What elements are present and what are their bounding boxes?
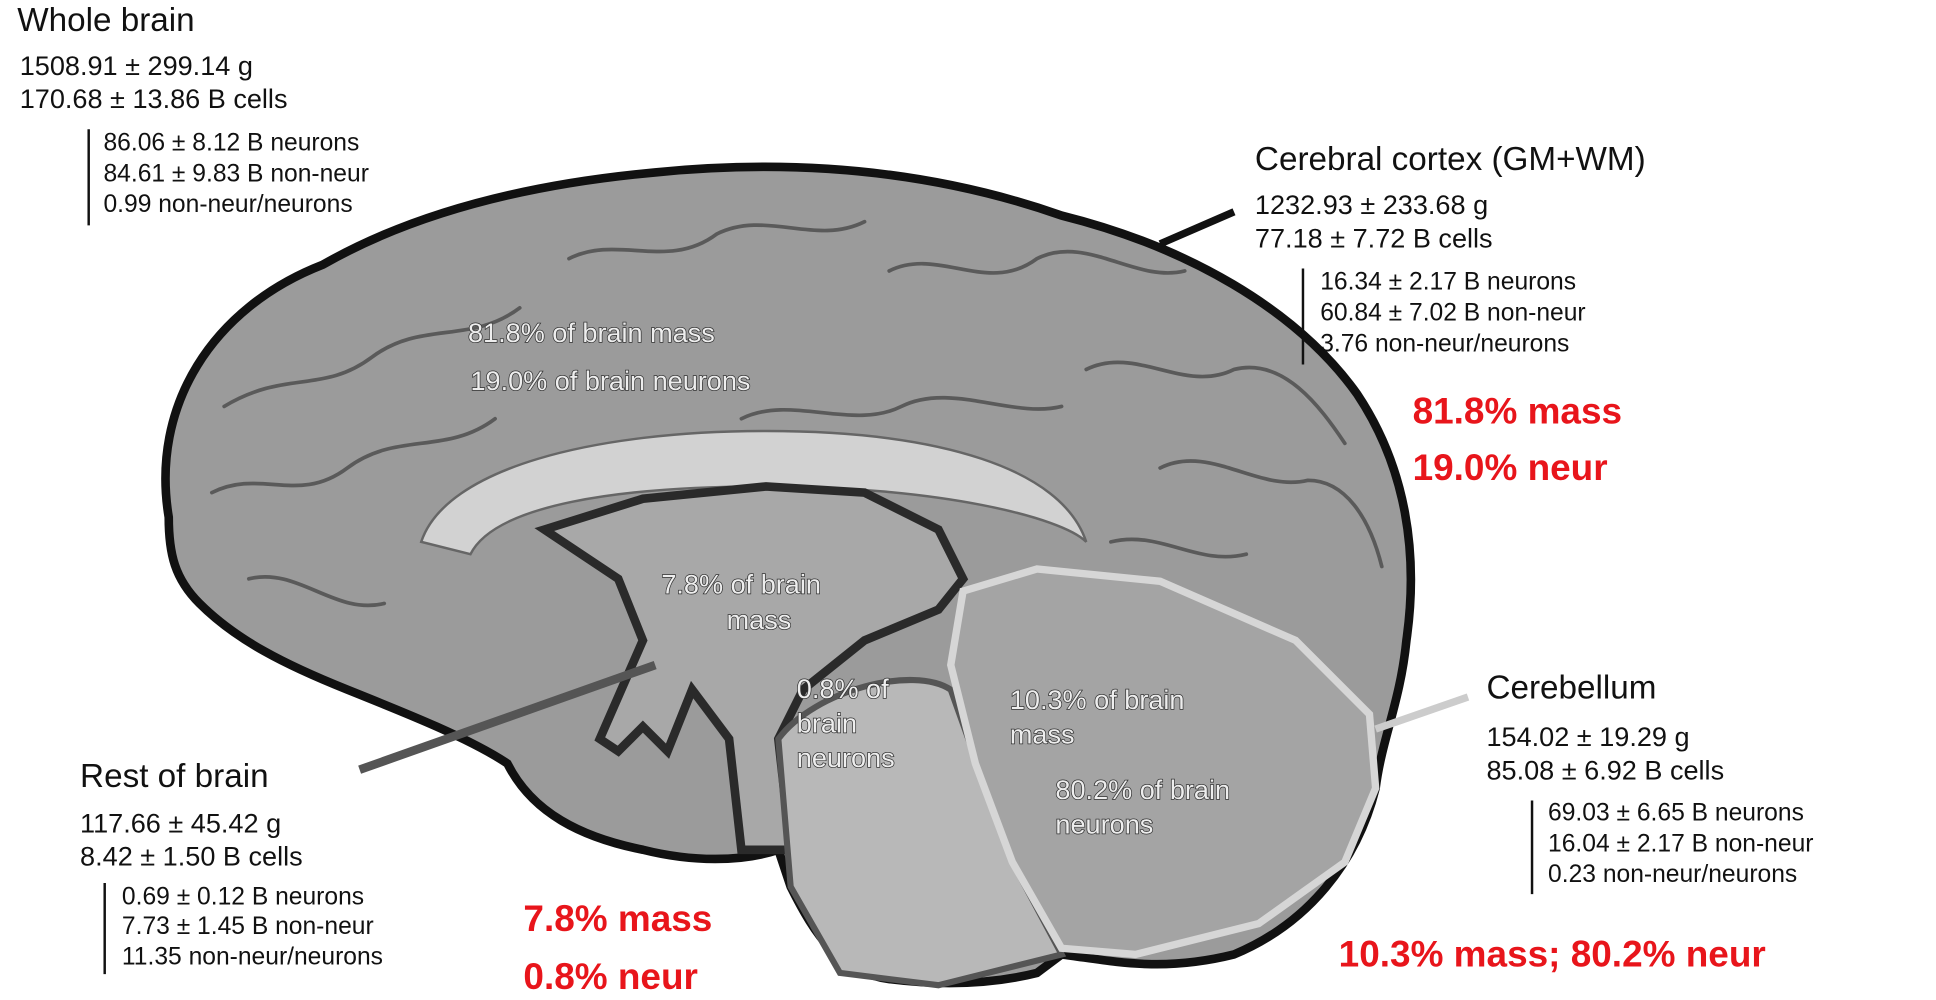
overlay-label: 80.2% of brain xyxy=(1055,774,1230,805)
summary-label: 10.3% mass; 80.2% neur xyxy=(1339,934,1766,975)
neurons: 69.03 ± 6.65 B neurons xyxy=(1548,800,1804,827)
diagram: Whole brain 1508.91 ± 299.14 g 170.68 ± … xyxy=(0,0,1936,1000)
summary-label: 19.0% neur xyxy=(1413,447,1608,488)
non-neurons: 7.73 ± 1.45 B non-neur xyxy=(122,913,374,940)
cells: 77.18 ± 7.72 B cells xyxy=(1255,222,1493,253)
mass: 1232.93 ± 233.68 g xyxy=(1255,189,1488,220)
cells: 85.08 ± 6.92 B cells xyxy=(1486,754,1724,785)
page: Whole brain 1508.91 ± 299.14 g 170.68 ± … xyxy=(0,0,1936,1000)
summary-label: 81.8% mass xyxy=(1413,391,1622,432)
region-title: Cerebral cortex (GM+WM) xyxy=(1255,141,1646,178)
overlay-label: mass xyxy=(1010,719,1075,750)
ratio: 3.76 non-neur/neurons xyxy=(1320,330,1569,357)
overlay-label: neurons xyxy=(1055,809,1153,840)
overlay-label: brain xyxy=(797,708,857,739)
region-title: Cerebellum xyxy=(1486,669,1656,706)
mass: 117.66 ± 45.42 g xyxy=(80,807,281,838)
cells: 170.68 ± 13.86 B cells xyxy=(20,83,288,114)
ratio: 0.23 non-neur/neurons xyxy=(1548,861,1797,888)
mass: 154.02 ± 19.29 g xyxy=(1486,721,1689,752)
region-title: Rest of brain xyxy=(80,758,269,795)
region-title: Whole brain xyxy=(17,2,194,39)
overlay-label: 7.8% of brain xyxy=(661,568,821,599)
overlay-label: 10.3% of brain xyxy=(1010,684,1185,715)
cells: 8.42 ± 1.50 B cells xyxy=(80,841,303,872)
non-neurons: 16.04 ± 2.17 B non-neur xyxy=(1548,830,1813,857)
overlay-label: mass xyxy=(727,604,792,635)
ratio: 0.99 non-neur/neurons xyxy=(103,191,352,218)
summary-label: 7.8% mass xyxy=(523,898,712,939)
non-neurons: 60.84 ± 7.02 B non-neur xyxy=(1320,300,1585,327)
overlay-label: 81.8% of brain mass xyxy=(468,317,715,348)
non-neurons: 84.61 ± 9.83 B non-neur xyxy=(103,160,368,187)
mass: 1508.91 ± 299.14 g xyxy=(20,50,253,81)
neurons: 86.06 ± 8.12 B neurons xyxy=(103,130,359,157)
overlay-label: 19.0% of brain neurons xyxy=(470,365,750,396)
overlay-label: neurons xyxy=(797,742,895,773)
neurons: 16.34 ± 2.17 B neurons xyxy=(1320,269,1576,296)
neurons: 0.69 ± 0.12 B neurons xyxy=(122,883,364,910)
overlay-label: 0.8% of xyxy=(797,673,889,704)
ratio: 11.35 non-neur/neurons xyxy=(122,944,383,971)
summary-label: 0.8% neur xyxy=(523,956,698,997)
